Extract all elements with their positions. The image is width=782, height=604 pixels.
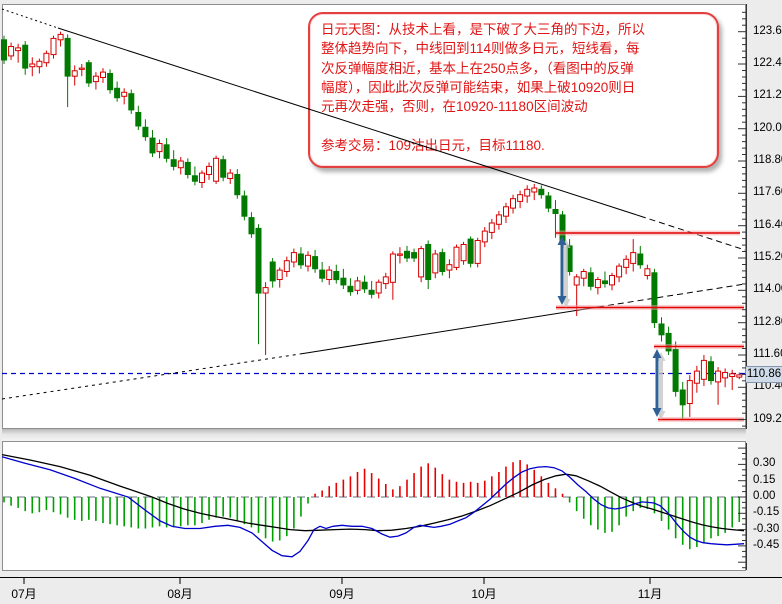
macd-axis-label: -0.45 (753, 539, 780, 551)
time-axis-label: 09月 (329, 587, 355, 601)
price-axis-label: 111.60 (753, 348, 782, 360)
macd-axis-label: 0.00 (753, 490, 776, 502)
macd-axis-label: 0.30 (753, 457, 776, 469)
time-axis-label: 07月 (11, 587, 37, 601)
price-axis-label: 122.40 (753, 57, 782, 69)
current-price-tag: 110.86 (746, 366, 782, 383)
time-axis-label: 08月 (167, 587, 193, 601)
price-axis-label: 123.60 (753, 25, 782, 37)
time-axis-label: 11月 (637, 587, 663, 601)
price-axis-label: 118.80 (753, 154, 782, 166)
price-axis-label: 115.20 (753, 251, 782, 263)
panel-divider[interactable] (2, 429, 746, 441)
price-axis-label: 112.80 (753, 316, 782, 328)
time-axis-label: 10月 (471, 587, 497, 601)
price-axis-label: 110.40 (753, 380, 782, 392)
macd-axis-label: -0.30 (753, 523, 780, 535)
price-axis-label: 121.20 (753, 89, 782, 101)
annotation-box: 日元天图：从技术上看，是下破了大三角的下边，所以 整体趋势向下，中线回到114则… (308, 12, 719, 168)
price-axis-label: 120.00 (753, 122, 782, 134)
price-axis-label: 114.00 (753, 283, 782, 295)
macd-axis-label: -0.15 (753, 506, 780, 518)
annotation-text: 日元天图：从技术上看，是下破了大三角的下边，所以 整体趋势向下，中线回到114则… (321, 22, 645, 153)
price-axis-label: 117.60 (753, 186, 782, 198)
macd-axis-label: 0.15 (753, 474, 776, 486)
macd-panel[interactable] (2, 441, 746, 571)
price-axis-label: 109.20 (753, 413, 782, 425)
price-axis-label: 116.40 (753, 219, 782, 231)
